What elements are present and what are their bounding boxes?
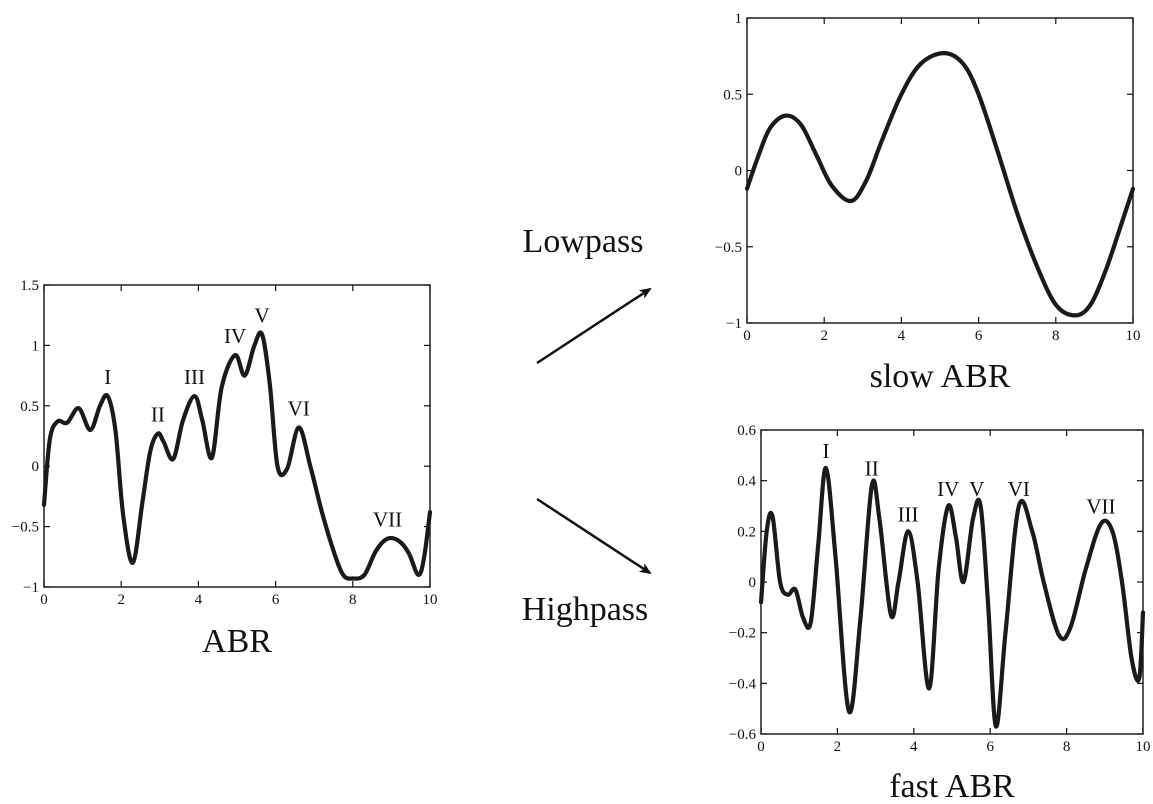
fast-abr-ytick-label: 0.2 xyxy=(737,524,756,540)
abr-peak-label: VI xyxy=(288,397,310,421)
fast-abr-peak-label: I xyxy=(822,439,829,463)
abr-ytick-label: −0.5 xyxy=(12,520,39,536)
slow-abr-xtick-label: 0 xyxy=(743,328,751,344)
fast-abr-xtick-label: 4 xyxy=(910,739,918,755)
fast-abr-xtick-label: 2 xyxy=(834,739,842,755)
abr-peak-label: V xyxy=(255,304,270,328)
slow-abr-plot: 0 2 4 6 8 10 −1 −0.5 0 0.5 1 slow ABR xyxy=(715,11,1141,395)
abr-peak-label: II xyxy=(151,403,165,427)
fast-abr-xtick-label: 10 xyxy=(1136,739,1151,755)
abr-peak-label: III xyxy=(184,365,205,389)
abr-xtick-label: 8 xyxy=(349,592,357,608)
fast-abr-xtick-label: 6 xyxy=(986,739,994,755)
fast-abr-axes-frame xyxy=(760,429,1144,735)
abr-series-line xyxy=(41,330,433,581)
slow-abr-ytick-label: 1 xyxy=(735,11,743,27)
abr-xtick-label: 0 xyxy=(40,592,48,608)
fast-abr-peak-label: V xyxy=(969,477,984,501)
slow-abr-ytick-label: 0.5 xyxy=(723,87,742,103)
fast-abr-xtick-label: 0 xyxy=(757,739,765,755)
slow-abr-ytick-label: −1 xyxy=(726,316,742,332)
fast-abr-ytick-label: −0.6 xyxy=(729,727,757,743)
abr-xtick-label: 10 xyxy=(423,592,438,608)
abr-ytick-label: 1.5 xyxy=(20,278,39,294)
fast-abr-ytick-label: −0.4 xyxy=(729,676,757,692)
fast-abr-ytick-label: 0.6 xyxy=(737,423,756,439)
abr-ytick-label: −1 xyxy=(23,580,39,596)
fast-abr-xlabel: fast ABR xyxy=(889,768,1015,804)
abr-axes-frame xyxy=(43,284,431,588)
fast-abr-peak-label: IV xyxy=(937,477,959,501)
abr-ytick-label: 1 xyxy=(32,338,40,354)
slow-abr-xtick-label: 10 xyxy=(1126,328,1141,344)
slow-abr-xtick-label: 2 xyxy=(820,328,828,344)
abr-xtick-label: 2 xyxy=(117,592,125,608)
fast-abr-peak-label: III xyxy=(898,502,919,526)
fast-abr-peak-label: VII xyxy=(1086,495,1115,519)
slow-abr-xtick-label: 4 xyxy=(898,328,906,344)
lowpass-label: Lowpass xyxy=(523,223,644,260)
slow-abr-ytick-label: 0 xyxy=(735,164,743,180)
fast-abr-peak-label: II xyxy=(865,457,879,481)
highpass-label: Highpass xyxy=(522,591,649,628)
highpass-arrow xyxy=(536,497,652,575)
abr-ytick-label: 0.5 xyxy=(20,399,39,415)
slow-abr-series-line xyxy=(744,51,1136,318)
fast-abr-peak-label: VI xyxy=(1008,477,1030,501)
fast-abr-ytick-label: 0 xyxy=(749,575,757,591)
abr-peak-label: I xyxy=(104,365,111,389)
abr-ytick-label: 0 xyxy=(32,459,40,475)
fast-abr-ytick-label: −0.2 xyxy=(729,626,756,642)
abr-xlabel: ABR xyxy=(202,623,272,660)
lowpass-arrow xyxy=(536,287,652,365)
abr-peak-label: VII xyxy=(373,508,402,532)
slow-abr-ytick-label: −0.5 xyxy=(715,240,742,256)
fast-abr-xtick-label: 8 xyxy=(1063,739,1071,755)
abr-xtick-label: 6 xyxy=(272,592,280,608)
fast-abr-ytick-label: 0.4 xyxy=(737,474,756,490)
slow-abr-xtick-label: 6 xyxy=(975,328,983,344)
fast-abr-series-line xyxy=(758,465,1146,729)
abr-xtick-label: 4 xyxy=(195,592,203,608)
slow-abr-axes-frame xyxy=(746,17,1134,324)
abr-peak-label: IV xyxy=(224,324,246,348)
slow-abr-xtick-label: 8 xyxy=(1052,328,1060,344)
slow-abr-xlabel: slow ABR xyxy=(870,358,1011,395)
